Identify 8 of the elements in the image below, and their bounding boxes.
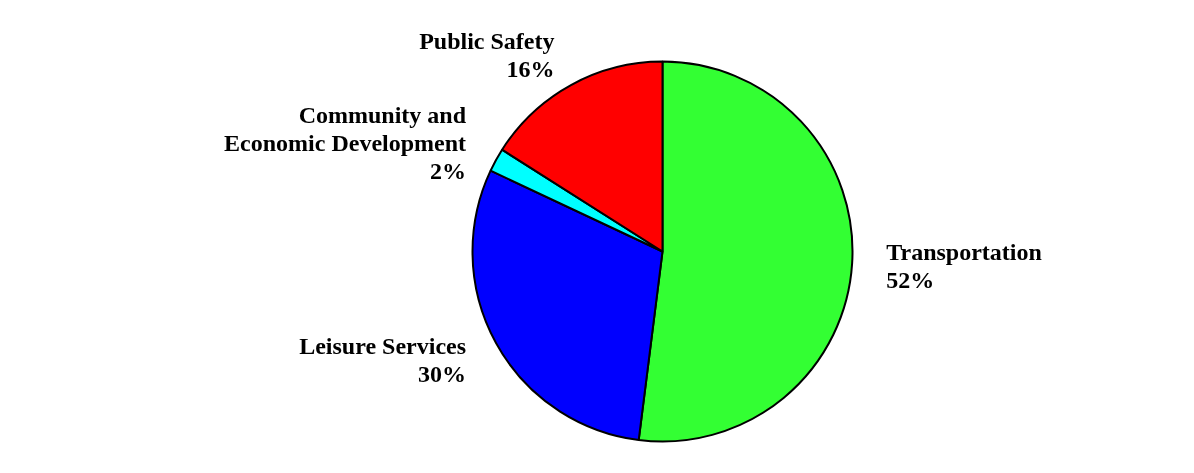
slice-label: Public Safety xyxy=(419,28,555,55)
data-label: 52% xyxy=(886,266,935,293)
slice-label: Community and Economic Development xyxy=(224,102,467,157)
data-label: 2% xyxy=(430,158,467,185)
slice-label: Transportation xyxy=(886,238,1042,265)
slice-label: Leisure Services xyxy=(299,332,467,359)
data-label: 30% xyxy=(418,360,467,387)
data-label: 16% xyxy=(506,56,555,83)
